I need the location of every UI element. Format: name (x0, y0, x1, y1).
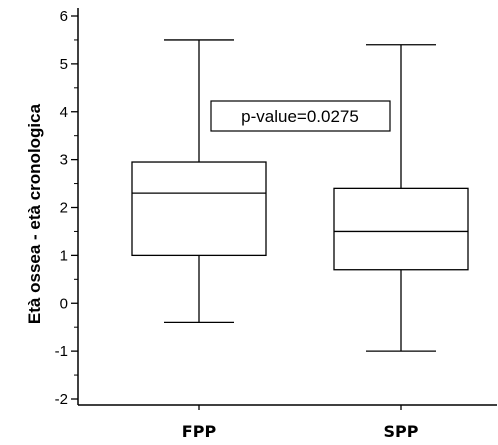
y-tick-label: 1 (60, 247, 68, 264)
y-tick-label: 5 (60, 56, 68, 73)
y-tick-label: 3 (60, 152, 68, 169)
y-tick-label: 2 (60, 200, 68, 217)
y-tick-label: 0 (60, 295, 68, 312)
labels: Età ossea - età cronologica (25, 103, 44, 324)
iqr-box (131, 161, 267, 257)
y-tick-label: 4 (60, 104, 68, 121)
x-category-label: SPP (384, 422, 419, 441)
iqr-box (333, 187, 469, 271)
p-value-box (210, 100, 391, 132)
box-spp (333, 44, 469, 352)
box-series (131, 39, 469, 352)
y-tick-label: -1 (55, 343, 68, 360)
y-tick-label: 6 (60, 8, 68, 25)
axes: 6 5 4 3 2 1 0 -1 -2 FPP SPP (55, 8, 497, 441)
box-fpp (131, 39, 267, 324)
y-axis-label: Età ossea - età cronologica (25, 103, 44, 324)
p-value-annotation: p-value=0.0275 (210, 100, 391, 132)
x-category-label: FPP (182, 422, 217, 441)
y-tick-label: -2 (55, 391, 68, 408)
p-value-text: p-value=0.0275 (241, 107, 359, 126)
